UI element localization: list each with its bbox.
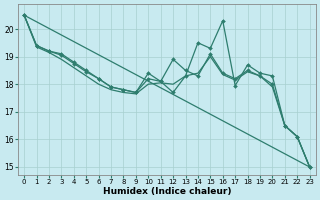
X-axis label: Humidex (Indice chaleur): Humidex (Indice chaleur) <box>103 187 231 196</box>
